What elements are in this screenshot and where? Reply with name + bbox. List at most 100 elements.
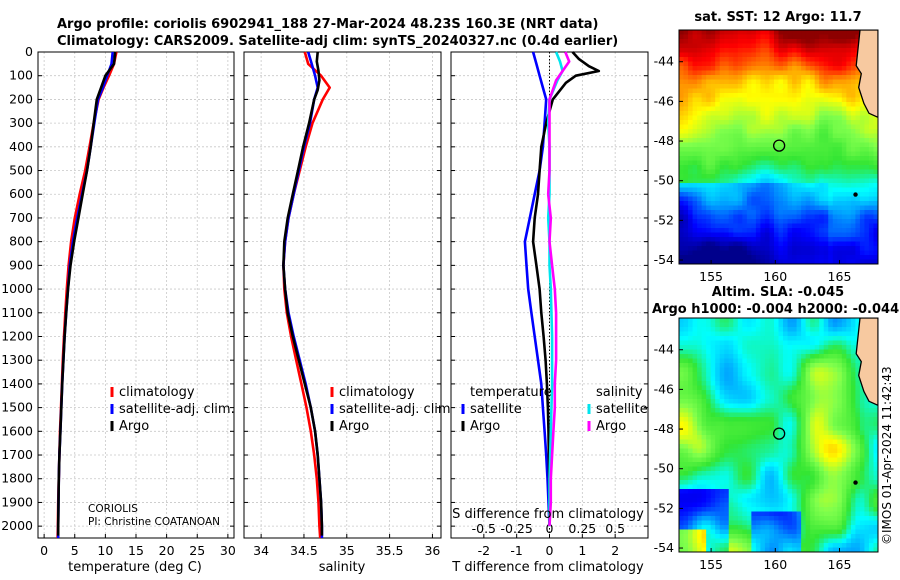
map-cell <box>742 367 748 373</box>
map-cell <box>742 165 748 171</box>
map-cell <box>841 97 847 103</box>
map-cell <box>701 142 707 148</box>
map-cell <box>841 228 847 234</box>
map-cell <box>868 435 875 441</box>
map-cell <box>792 219 798 225</box>
map-cell <box>733 147 739 153</box>
map-cell <box>746 327 752 333</box>
map-cell <box>724 444 730 450</box>
map-cell <box>855 529 861 535</box>
map-cell <box>728 142 734 148</box>
map-cell <box>796 66 802 72</box>
map-cell <box>819 439 825 445</box>
map-cell <box>724 219 730 225</box>
diff-legend-title-temperature: temperature <box>470 385 552 400</box>
map-cell <box>773 48 780 54</box>
map-cell <box>697 142 703 148</box>
map-cell <box>778 160 784 166</box>
map-cell <box>683 529 689 535</box>
map-cell <box>728 187 734 193</box>
map-cell <box>697 502 703 508</box>
map-cell <box>755 196 762 202</box>
map-cell <box>755 516 762 522</box>
map-cell <box>855 412 861 418</box>
map-cell <box>715 453 721 459</box>
map-cell <box>846 529 852 535</box>
map-cell <box>697 394 703 400</box>
map-cell <box>760 394 766 400</box>
map-cell <box>710 57 716 63</box>
map-cell <box>697 435 703 441</box>
map-cell <box>760 336 766 342</box>
map-cell <box>823 196 829 202</box>
map-cell <box>692 228 698 234</box>
map-cell <box>719 93 725 99</box>
map-cell <box>697 174 703 180</box>
map-cell <box>733 178 739 184</box>
map-cell <box>868 241 875 247</box>
map-cell <box>787 120 793 126</box>
map-cell <box>801 345 807 351</box>
map-cell <box>841 318 847 324</box>
map-cell <box>715 399 721 405</box>
map-cell <box>728 484 734 490</box>
map-cell <box>796 322 802 328</box>
map-cell <box>823 129 829 135</box>
map-cell <box>859 511 866 517</box>
map-cell <box>760 61 766 67</box>
map-cell <box>846 381 852 387</box>
map-cell <box>801 237 807 243</box>
map-cell <box>778 39 784 45</box>
map-cell <box>783 358 789 364</box>
map-cell <box>683 187 689 193</box>
map-cell <box>873 421 878 427</box>
map-cell <box>778 435 784 441</box>
map-cell <box>810 43 816 49</box>
figure-title-line1: Argo profile: coriolis 6902941_188 27-Ma… <box>57 17 599 32</box>
map-cell <box>810 187 816 193</box>
map-cell <box>778 214 784 220</box>
map-x-tick-label: 165 <box>828 557 852 572</box>
map-cell <box>746 511 752 517</box>
map-cell <box>755 448 762 454</box>
map-cell <box>737 223 743 229</box>
map-cell <box>760 133 766 139</box>
map-cell <box>819 196 825 202</box>
map-cell <box>719 70 725 76</box>
map-cell <box>846 169 852 175</box>
map-cell <box>679 165 685 171</box>
map-cell <box>728 367 734 373</box>
map-cell <box>850 520 856 526</box>
map-cell <box>810 52 816 58</box>
map-cell <box>760 201 766 207</box>
map-cell <box>850 151 856 157</box>
map-cell <box>810 111 816 117</box>
map-cell <box>764 246 771 252</box>
map-cell <box>787 372 793 378</box>
map-cell <box>728 88 734 94</box>
map-cell <box>679 417 685 423</box>
difference-xlabel: T difference from climatology <box>451 560 644 575</box>
map-cell <box>701 75 707 81</box>
map-cell <box>778 507 784 513</box>
map-cell <box>683 408 689 414</box>
map-cell <box>814 106 820 112</box>
map-cell <box>701 394 707 400</box>
map-cell <box>855 102 861 108</box>
map-cell <box>692 493 698 499</box>
map-cell <box>701 102 707 108</box>
map-cell <box>823 75 829 81</box>
map-cell <box>688 439 694 445</box>
map-cell <box>710 372 716 378</box>
map-cell <box>710 75 716 81</box>
map-cell <box>679 160 685 166</box>
map-cell <box>742 408 748 414</box>
map-cell <box>792 39 798 45</box>
map-cell <box>792 421 798 427</box>
map-cell <box>773 336 780 342</box>
map-cell <box>846 228 852 234</box>
map-cell <box>683 336 689 342</box>
map-cell <box>778 246 784 252</box>
map-cell <box>868 201 875 207</box>
map-cell <box>728 165 734 171</box>
